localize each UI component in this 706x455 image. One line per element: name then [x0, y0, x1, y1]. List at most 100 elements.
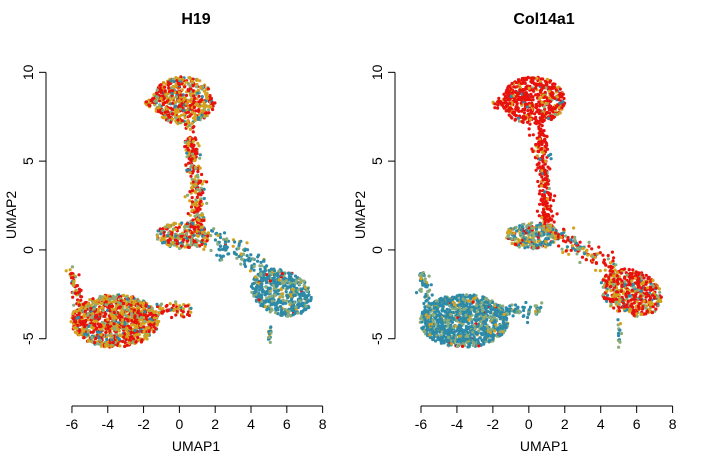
scatter-point	[152, 93, 156, 97]
scatter-point	[155, 234, 160, 238]
scatter-point	[279, 287, 283, 291]
scatter-point	[150, 306, 154, 310]
scatter-point	[637, 302, 641, 306]
scatter-point	[299, 311, 303, 315]
scatter-point	[510, 241, 514, 246]
scatter-point	[71, 276, 75, 280]
scatter-point	[508, 101, 512, 106]
scatter-point	[133, 314, 137, 318]
scatter-point	[75, 327, 79, 331]
scatter-point	[564, 234, 568, 238]
scatter-point	[240, 257, 244, 262]
scatter-point	[252, 268, 256, 272]
scatter-point	[298, 299, 302, 303]
scatter-point	[270, 308, 274, 312]
scatter-point	[155, 302, 159, 306]
scatter-point	[102, 314, 106, 318]
scatter-point	[493, 106, 497, 110]
scatter-point	[86, 318, 90, 322]
scatter-point	[257, 253, 261, 257]
scatter-point	[279, 308, 284, 312]
scatter-point	[200, 95, 204, 99]
scatter-point	[200, 225, 204, 229]
scatter-point	[79, 298, 83, 302]
scatter-point	[636, 285, 640, 289]
scatter-point	[139, 340, 143, 344]
scatter-point	[188, 127, 192, 131]
scatter-point	[527, 127, 531, 131]
scatter-point	[540, 175, 544, 179]
scatter-point	[276, 308, 280, 312]
scatter-point	[194, 179, 198, 183]
scatter-point	[182, 112, 186, 116]
scatter-point	[93, 319, 97, 323]
scatter-point	[557, 244, 561, 248]
scatter-point	[190, 209, 194, 213]
scatter-point	[578, 240, 582, 244]
x-axis-title: UMAP1	[172, 438, 220, 454]
scatter-point	[532, 76, 536, 80]
scatter-point	[191, 188, 195, 193]
scatter-point	[239, 262, 243, 266]
scatter-point	[554, 231, 558, 235]
scatter-point	[288, 276, 292, 280]
scatter-point	[113, 307, 117, 311]
y-tick-label: 10	[20, 64, 36, 80]
scatter-point	[188, 168, 192, 172]
scatter-point	[549, 204, 553, 208]
scatter-point	[542, 226, 546, 230]
scatter-point	[109, 344, 113, 348]
scatter-point	[262, 258, 266, 262]
scatter-point	[192, 233, 196, 237]
scatter-point	[195, 151, 199, 156]
scatter-point	[93, 341, 97, 345]
scatter-point	[270, 294, 274, 298]
scatter-point	[298, 277, 302, 281]
scatter-point	[168, 225, 172, 229]
y-tick-label: 0	[20, 246, 36, 254]
scatter-point	[142, 306, 146, 310]
scatter-point	[540, 133, 545, 137]
scatter-point	[179, 104, 183, 108]
scatter-point	[193, 189, 198, 194]
scatter-point	[200, 230, 204, 234]
scatter-point	[260, 290, 265, 294]
scatter-point	[302, 283, 306, 287]
scatter-point	[612, 256, 616, 260]
scatter-point	[139, 324, 143, 328]
scatter-point	[307, 293, 311, 297]
scatter-point	[544, 245, 548, 249]
scatter-point	[279, 311, 283, 315]
scatter-point	[247, 259, 251, 263]
scatter-point	[199, 193, 203, 197]
scatter-point	[189, 93, 193, 97]
scatter-point	[77, 273, 81, 277]
scatter-point	[262, 277, 266, 281]
scatter-point	[167, 231, 171, 235]
scatter-point	[605, 283, 609, 287]
scatter-point	[174, 95, 179, 99]
scatter-point	[641, 307, 645, 311]
scatter-point	[166, 83, 170, 87]
scatter-point	[163, 110, 167, 114]
scatter-point	[565, 245, 570, 249]
scatter-point	[531, 98, 535, 102]
scatter-point	[526, 245, 530, 249]
scatter-point	[179, 93, 183, 97]
scatter-point	[159, 302, 164, 306]
scatter-point	[199, 98, 203, 102]
scatter-point	[512, 99, 516, 103]
scatter-point	[123, 332, 127, 336]
scatter-point	[270, 303, 274, 307]
scatter-points	[64, 75, 313, 349]
scatter-point	[219, 255, 224, 259]
scatter-point	[532, 238, 536, 242]
scatter-point	[307, 299, 311, 303]
scatter-point	[198, 153, 202, 157]
x-tick-label: -4	[102, 416, 115, 432]
scatter-point	[170, 241, 175, 245]
scatter-point	[641, 281, 645, 286]
scatter-point	[564, 240, 568, 244]
scatter-point	[561, 103, 565, 107]
scatter-point	[72, 281, 76, 285]
